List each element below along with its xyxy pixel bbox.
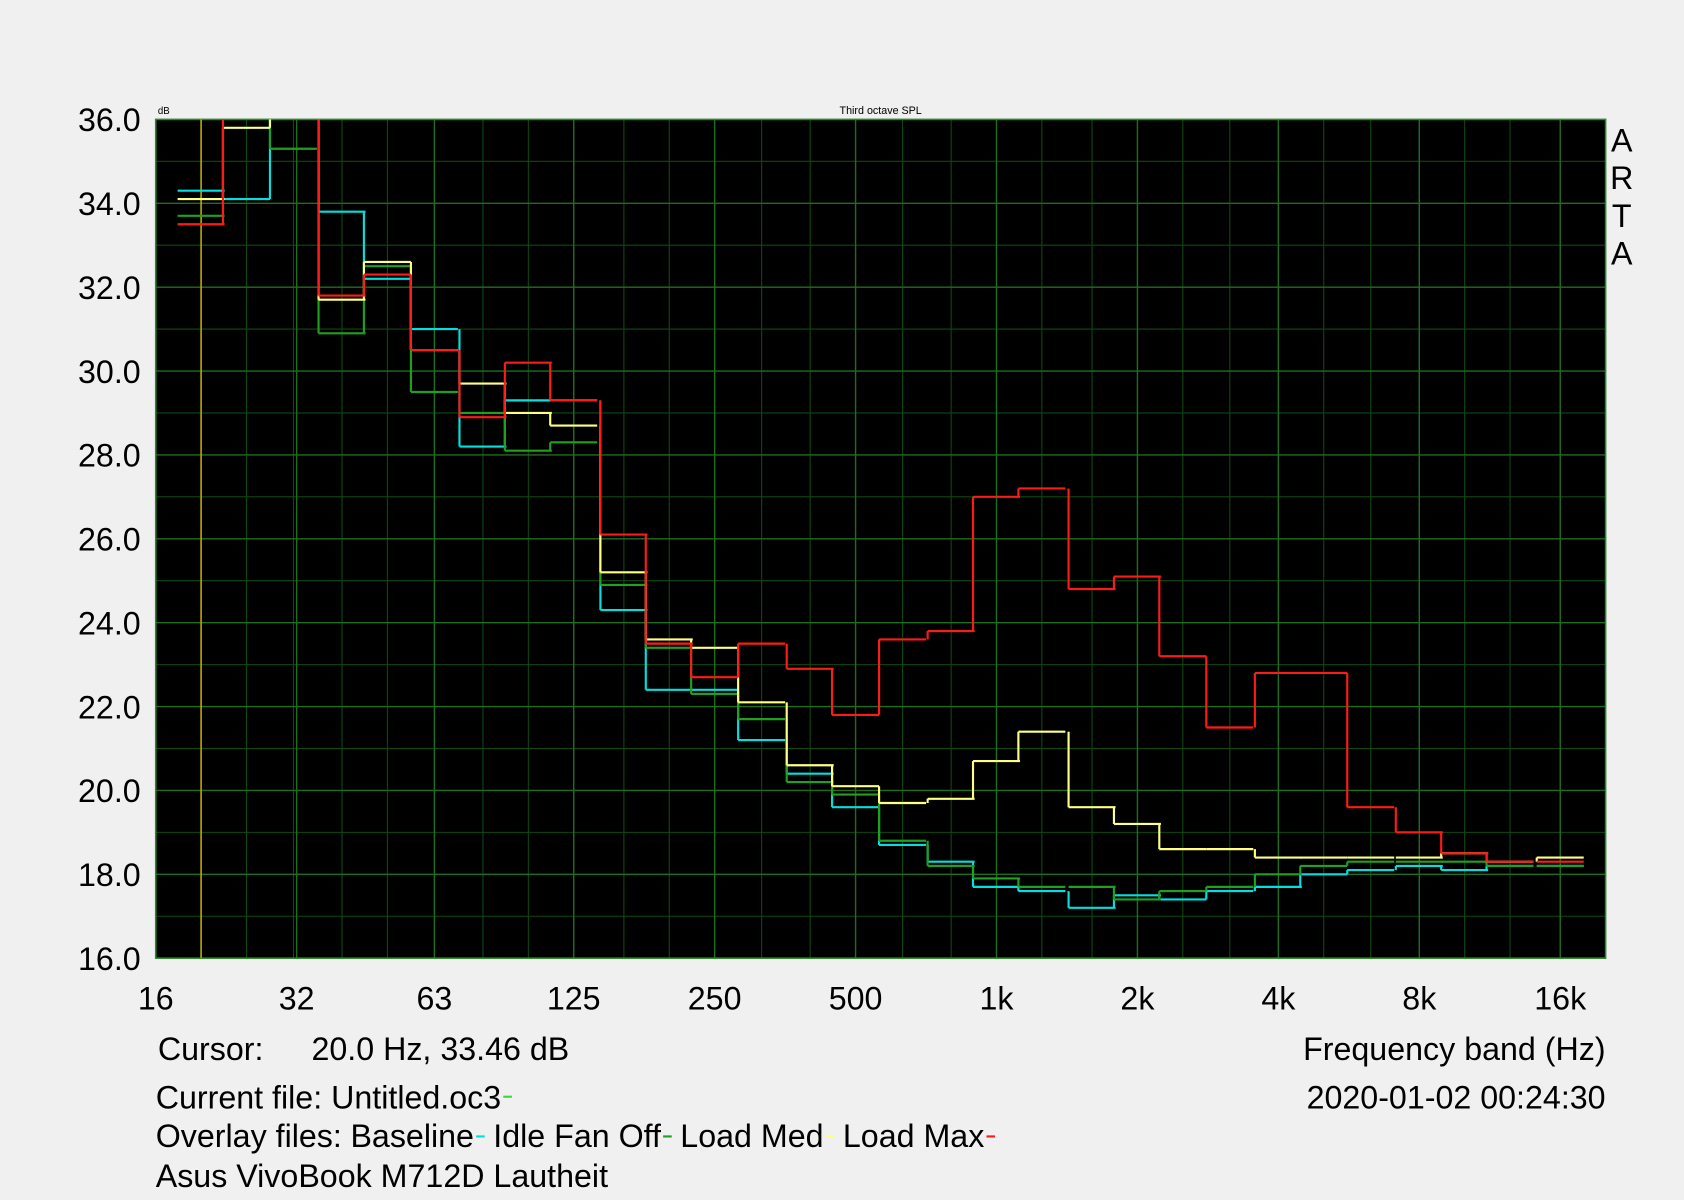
x-tick-label: 8k	[1402, 981, 1437, 1017]
logo-letter: R	[1610, 160, 1633, 196]
x-tick-label: 1k	[979, 981, 1014, 1017]
logo-letter: T	[1612, 198, 1632, 234]
overlay-label: Overlay files:	[156, 1118, 342, 1154]
y-tick-label: 18.0	[78, 857, 141, 893]
current-file: Current file: Untitled.oc3	[156, 1080, 501, 1116]
legend-entry: Baseline	[350, 1118, 474, 1154]
legend-entry: Idle Fan Off	[493, 1118, 661, 1154]
logo-letter: A	[1611, 123, 1633, 159]
y-tick-label: 26.0	[78, 522, 141, 558]
x-tick-label: 125	[547, 981, 601, 1017]
x-tick-label: 16k	[1534, 981, 1587, 1017]
grid	[155, 119, 1606, 959]
legend-entry: Load Max	[843, 1118, 984, 1154]
y-tick-label: 32.0	[78, 270, 141, 306]
timestamp: 2020-01-02 00:24:30	[1307, 1080, 1606, 1116]
y-tick-label: 22.0	[78, 689, 141, 725]
x-tick-label: 500	[829, 981, 883, 1017]
y-unit: dB	[158, 106, 170, 117]
series-area	[177, 119, 1584, 909]
y-tick-label: 36.0	[78, 102, 141, 138]
series	[177, 119, 1584, 863]
cursor-readout: 20.0 Hz, 33.46 dB	[311, 1031, 569, 1067]
y-tick-label: 24.0	[78, 605, 141, 641]
y-tick-label: 20.0	[78, 773, 141, 809]
x-tick-label: 250	[688, 981, 742, 1017]
legend-entry: Load Med	[680, 1118, 823, 1154]
chart-title: Third octave SPL	[840, 105, 922, 117]
note: Asus VivoBook M712D Lautheit	[156, 1158, 608, 1194]
x-tick-label: 2k	[1120, 981, 1155, 1017]
y-tick-label: 30.0	[78, 354, 141, 390]
y-tick-label: 16.0	[78, 941, 141, 977]
cursor-label: Cursor:	[158, 1031, 264, 1067]
y-tick-label: 34.0	[78, 186, 141, 222]
plot-border	[154, 118, 1607, 959]
y-tick-label: 28.0	[78, 438, 141, 474]
x-tick-label: 4k	[1261, 981, 1296, 1017]
x-axis-label: Frequency band (Hz)	[1303, 1031, 1606, 1067]
x-tick-label: 16	[138, 981, 174, 1017]
x-tick-label: 32	[279, 981, 315, 1017]
x-tick-label: 63	[416, 981, 452, 1017]
logo-letter: A	[1611, 235, 1633, 271]
